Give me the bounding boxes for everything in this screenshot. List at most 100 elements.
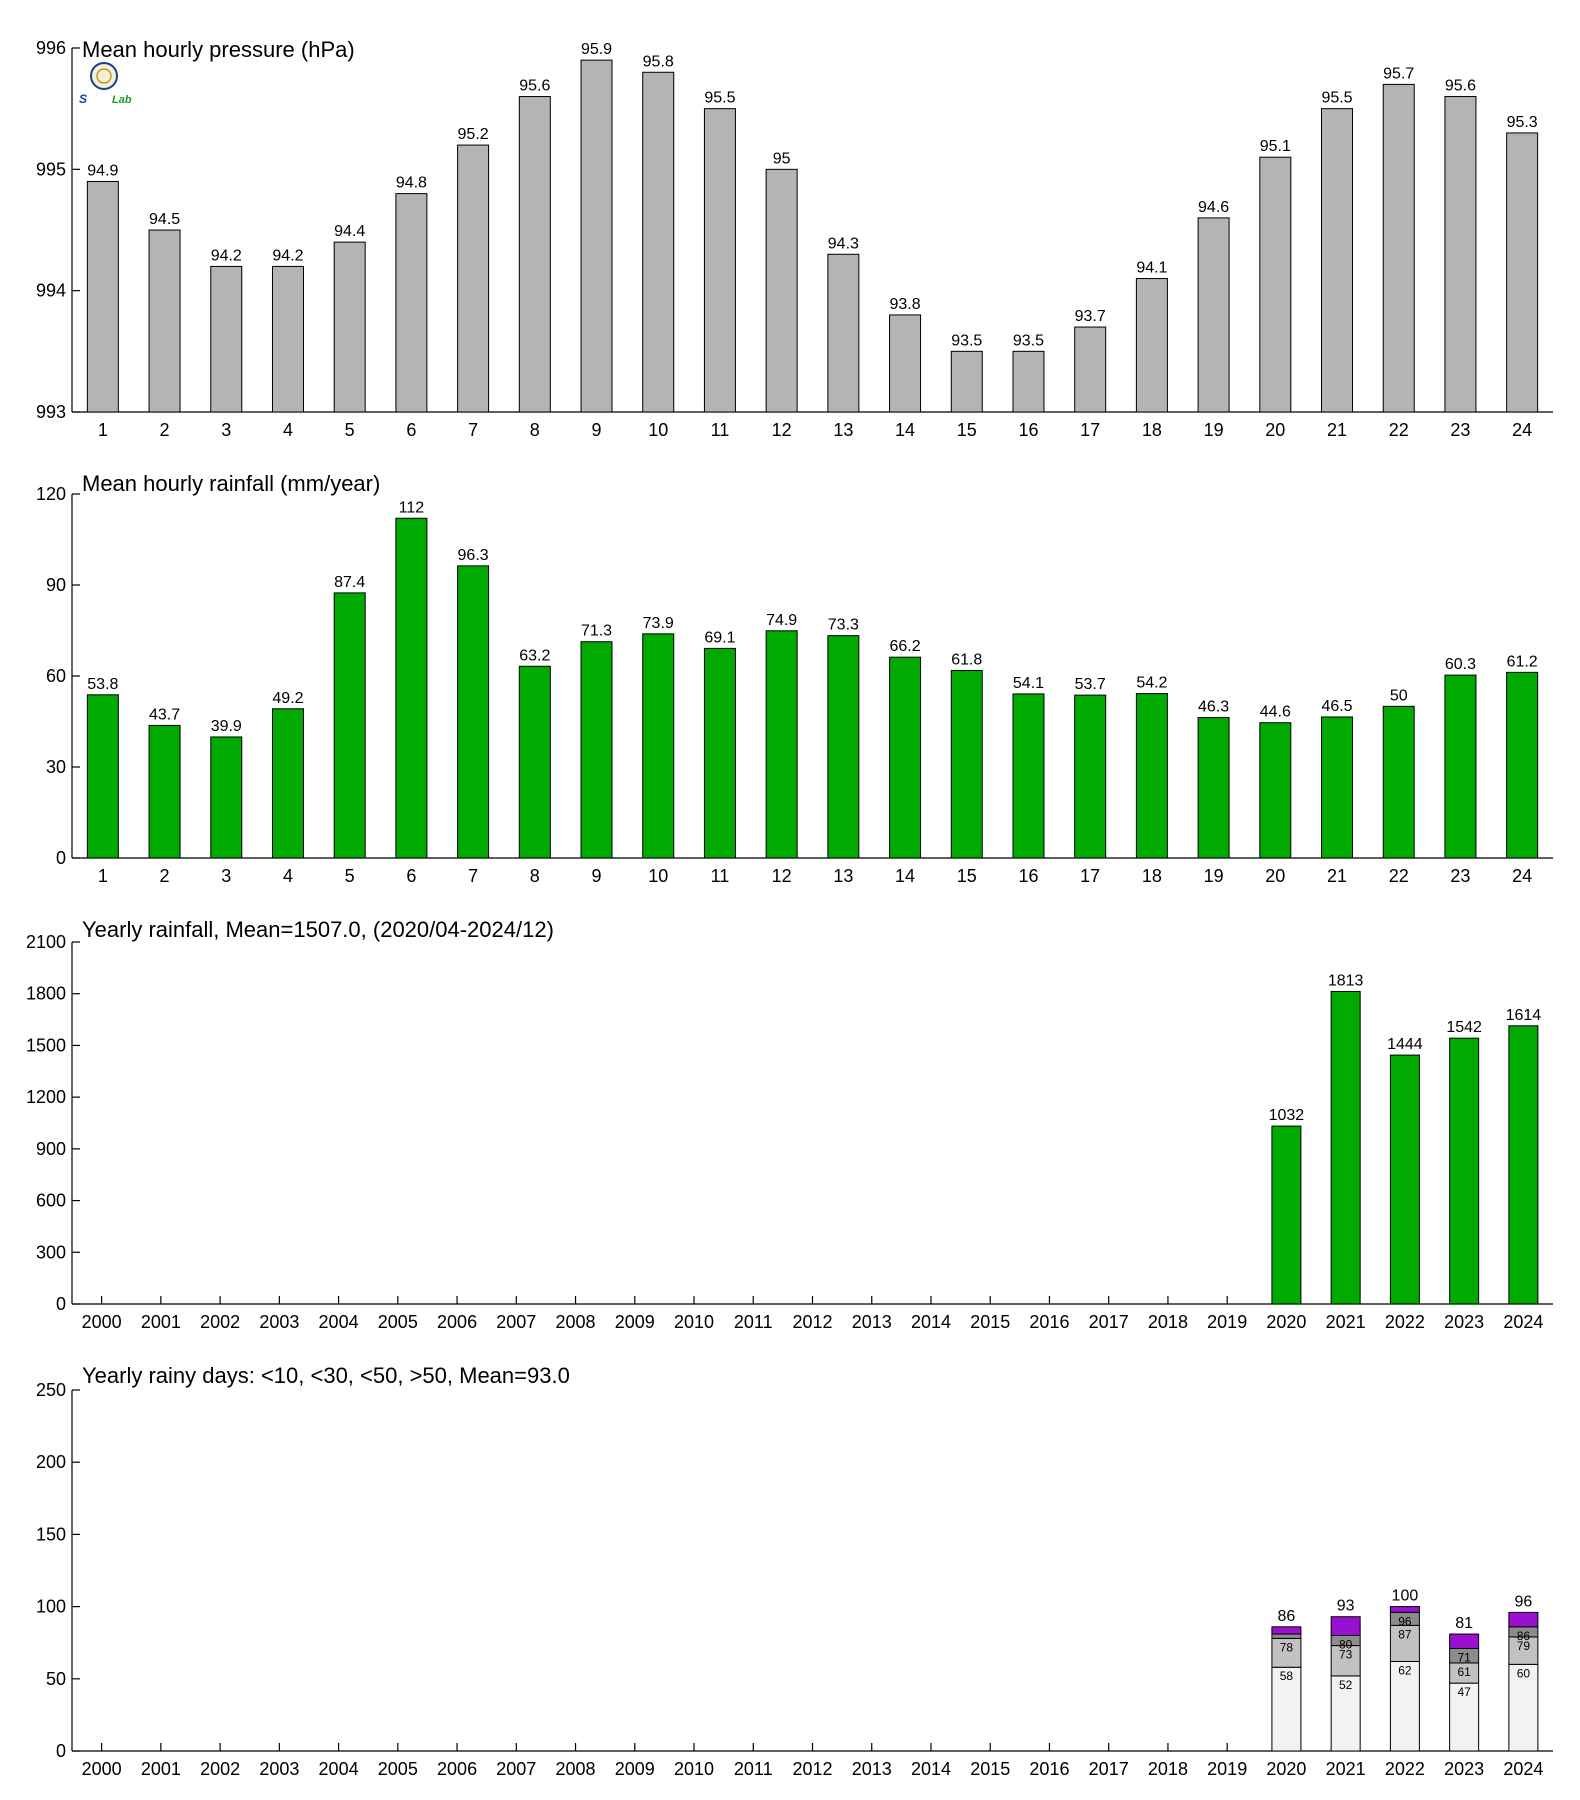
bar-value-label: 39.9 bbox=[211, 718, 242, 735]
segment-label-lt30: 73 bbox=[1339, 1648, 1353, 1662]
segment-label-lt30: 79 bbox=[1517, 1639, 1531, 1653]
x-tick-label: 11 bbox=[711, 420, 730, 440]
y-tick-label: 993 bbox=[36, 402, 66, 422]
bar bbox=[1074, 694, 1107, 859]
bar-value-label: 94.4 bbox=[334, 223, 365, 240]
bar bbox=[518, 665, 551, 859]
x-tick-label: 2018 bbox=[1148, 1312, 1188, 1332]
x-tick-label: 2008 bbox=[556, 1312, 596, 1332]
x-tick-label: 3 bbox=[221, 866, 231, 886]
bar bbox=[1135, 278, 1168, 413]
bar-value-label: 95.5 bbox=[704, 90, 735, 107]
bar-value-label: 93.5 bbox=[951, 332, 982, 349]
stack-segment-total bbox=[1449, 1633, 1480, 1649]
x-tick-label: 9 bbox=[592, 866, 602, 886]
x-tick-label: 2015 bbox=[970, 1312, 1010, 1332]
bar bbox=[395, 517, 428, 859]
bar bbox=[148, 724, 181, 859]
segment-label-lt50: 80 bbox=[1339, 1637, 1353, 1651]
stack-segment-lt10 bbox=[1330, 1675, 1361, 1752]
logo-seal-icon bbox=[90, 62, 118, 90]
x-tick-label: 2007 bbox=[496, 1312, 536, 1332]
bar-value-label: 95.5 bbox=[1321, 90, 1352, 107]
x-tick-label: 17 bbox=[1080, 420, 1100, 440]
x-tick-label: 21 bbox=[1327, 866, 1347, 886]
bar-value-label: 94.9 bbox=[87, 162, 118, 179]
y-tick-label: 1200 bbox=[26, 1087, 66, 1107]
pressure-chart: Mean hourly pressure (hPa) S Lab 993 994 9… bbox=[36, 37, 1553, 440]
y-tick-label: 30 bbox=[46, 757, 66, 777]
y-tick-label: 120 bbox=[36, 484, 66, 504]
x-tick-label: 2022 bbox=[1385, 1759, 1425, 1779]
bar bbox=[1197, 717, 1230, 859]
x-tick-label: 8 bbox=[530, 866, 540, 886]
y-tick-label: 900 bbox=[36, 1139, 66, 1159]
segment-label-lt10: 62 bbox=[1398, 1663, 1412, 1677]
bar bbox=[1382, 83, 1415, 413]
bar-value-label: 95.9 bbox=[581, 41, 612, 58]
lab-logo: S Lab bbox=[79, 62, 132, 106]
y-tick-label: 90 bbox=[46, 575, 66, 595]
x-tick-label: 2014 bbox=[911, 1759, 951, 1779]
x-tick-label: 6 bbox=[406, 866, 416, 886]
y-tick-label: 200 bbox=[36, 1452, 66, 1472]
x-tick-label: 1 bbox=[98, 866, 108, 886]
bar-value-label: 94.1 bbox=[1136, 260, 1167, 277]
y-tick-label: 100 bbox=[36, 1597, 66, 1617]
stack-segment-lt30 bbox=[1508, 1636, 1539, 1665]
bar-value-label: 94.8 bbox=[396, 175, 427, 192]
bar-value-label: 43.7 bbox=[149, 706, 180, 723]
bar bbox=[395, 193, 428, 413]
bar-value-label: 95 bbox=[773, 150, 791, 167]
x-tick-label: 2017 bbox=[1089, 1759, 1129, 1779]
bar bbox=[1259, 722, 1292, 859]
x-tick-label: 13 bbox=[833, 420, 853, 440]
x-tick-label: 4 bbox=[283, 420, 293, 440]
stack-segment-lt30 bbox=[1389, 1624, 1420, 1662]
bar-value-label: 95.8 bbox=[643, 53, 674, 70]
x-tick-label: 2017 bbox=[1089, 1312, 1129, 1332]
bar bbox=[765, 168, 798, 413]
bar-value-label: 53.8 bbox=[87, 676, 118, 693]
x-tick-label: 3 bbox=[221, 420, 231, 440]
segment-label-lt10: 58 bbox=[1280, 1669, 1294, 1683]
bar-value-label: 94.2 bbox=[211, 247, 242, 264]
bar bbox=[1444, 674, 1477, 859]
bar-value-label: 71.3 bbox=[581, 623, 612, 640]
x-tick-label: 18 bbox=[1142, 866, 1162, 886]
bar-value-label: 73.9 bbox=[643, 615, 674, 632]
bar bbox=[827, 253, 860, 413]
x-tick-label: 2022 bbox=[1385, 1312, 1425, 1332]
y-tick-label: 300 bbox=[36, 1242, 66, 1262]
logo-seal-inner-icon bbox=[96, 68, 112, 84]
x-tick-label: 16 bbox=[1018, 866, 1038, 886]
total-value-label: 86 bbox=[1278, 1608, 1296, 1625]
bar bbox=[580, 59, 613, 413]
bar bbox=[642, 71, 675, 413]
x-tick-label: 5 bbox=[345, 866, 355, 886]
x-tick-label: 21 bbox=[1327, 420, 1347, 440]
bar bbox=[765, 630, 798, 859]
x-tick-label: 24 bbox=[1512, 420, 1532, 440]
bar-value-label: 87.4 bbox=[334, 574, 365, 591]
x-tick-label: 2004 bbox=[319, 1312, 359, 1332]
y-tick-label: 600 bbox=[36, 1191, 66, 1211]
bar-value-label: 93.8 bbox=[889, 296, 920, 313]
total-value-label: 96 bbox=[1514, 1593, 1532, 1610]
x-tick-label: 15 bbox=[957, 420, 977, 440]
x-tick-label: 2024 bbox=[1503, 1312, 1543, 1332]
bar bbox=[271, 708, 304, 859]
x-tick-label: 2 bbox=[160, 420, 170, 440]
y-tick-label: 0 bbox=[56, 1741, 66, 1761]
segment-label-lt30: 78 bbox=[1280, 1640, 1294, 1654]
x-tick-label: 2016 bbox=[1029, 1759, 1069, 1779]
x-tick-label: 2005 bbox=[378, 1312, 418, 1332]
x-tick-label: 2008 bbox=[556, 1759, 596, 1779]
x-tick-label: 19 bbox=[1204, 420, 1224, 440]
bar bbox=[889, 656, 922, 859]
x-tick-label: 22 bbox=[1389, 866, 1409, 886]
bar-value-label: 60.3 bbox=[1445, 656, 1476, 673]
bar-value-label: 112 bbox=[399, 499, 425, 516]
segment-label-lt50: 71 bbox=[1457, 1650, 1471, 1664]
x-tick-label: 2001 bbox=[141, 1312, 181, 1332]
